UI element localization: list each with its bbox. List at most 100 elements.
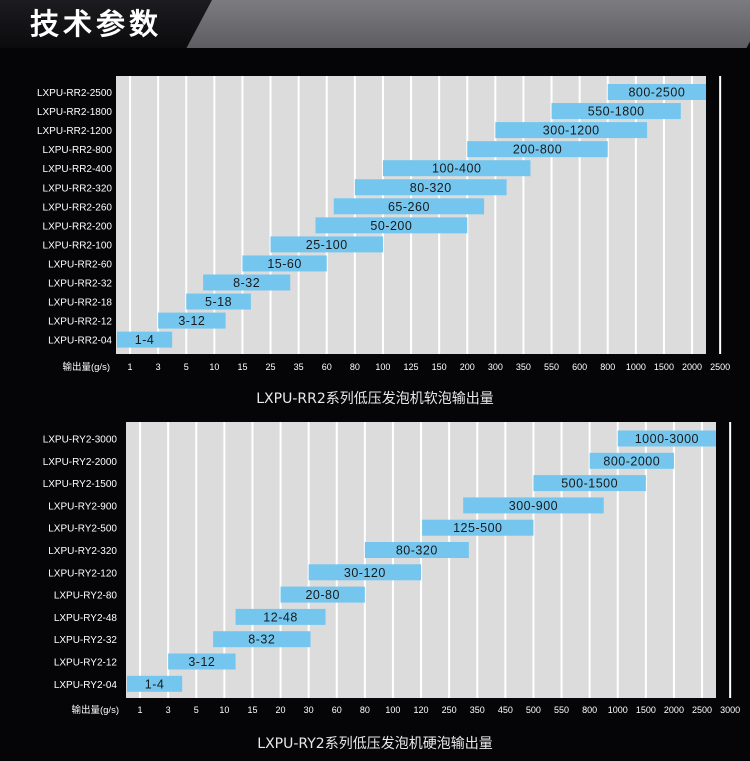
x-tick-label: 5 xyxy=(194,705,199,715)
x-tick-label: 80 xyxy=(350,362,360,372)
bar-value-label: 500-1500 xyxy=(561,477,618,491)
bar-value-label: 1000-3000 xyxy=(635,432,699,446)
range-bar xyxy=(270,236,383,253)
x-axis-label: 输出量(g/s) xyxy=(62,361,110,373)
x-tick-label: 300 xyxy=(488,362,503,372)
header-accent-stripe xyxy=(186,0,750,48)
bar-value-label: 1-4 xyxy=(135,333,155,347)
bar-value-label: 65-260 xyxy=(388,200,430,214)
range-bar xyxy=(127,675,183,692)
bar-value-label: 300-1200 xyxy=(543,124,600,138)
x-tick-label: 120 xyxy=(414,705,429,715)
category-label: LXPU-RR2-200 xyxy=(43,221,113,232)
bar-value-label: 80-320 xyxy=(396,544,438,558)
category-label: LXPU-RR2-1800 xyxy=(37,107,112,118)
bar-value-label: 50-200 xyxy=(370,219,412,233)
range-bar xyxy=(463,497,604,514)
bar-value-label: 800-2000 xyxy=(603,454,660,468)
x-tick-label: 60 xyxy=(322,362,332,372)
x-tick-label: 1000 xyxy=(626,362,646,372)
x-tick-label: 25 xyxy=(266,362,276,372)
range-bar xyxy=(186,293,251,310)
range-bar xyxy=(158,312,226,329)
x-tick-label: 350 xyxy=(470,705,485,715)
x-tick-label: 2500 xyxy=(710,362,730,372)
category-label: LXPU-RY2-48 xyxy=(54,613,118,624)
x-tick-label: 600 xyxy=(572,362,587,372)
x-tick-label: 35 xyxy=(294,362,304,372)
category-label: LXPU-RR2-100 xyxy=(43,240,113,251)
range-bar xyxy=(117,331,173,348)
range-bar xyxy=(315,217,468,234)
x-tick-label: 2500 xyxy=(692,705,712,715)
range-bar xyxy=(242,255,327,272)
x-tick-label: 1 xyxy=(128,362,133,372)
x-tick-label: 450 xyxy=(498,705,513,715)
x-tick-label: 550 xyxy=(554,705,569,715)
bar-value-label: 8-32 xyxy=(248,633,275,647)
x-tick-label: 3000 xyxy=(720,705,740,715)
ry2-output-chart: 1000-3000 LXPU-RY2-3000 800-2000 LXPU-RY2-2… xyxy=(43,422,740,716)
range-bar xyxy=(280,586,365,603)
x-tick-label: 2000 xyxy=(664,705,684,715)
category-label: LXPU-RR2-18 xyxy=(48,298,112,309)
x-tick-label: 100 xyxy=(385,705,400,715)
x-axis-label: 输出量(g/s) xyxy=(71,704,119,716)
range-bar xyxy=(333,198,485,215)
category-label: LXPU-RR2-2500 xyxy=(37,88,112,99)
category-label: LXPU-RR2-1200 xyxy=(37,126,112,137)
category-label: LXPU-RR2-12 xyxy=(48,317,112,328)
x-tick-label: 200 xyxy=(460,362,475,372)
bar-value-label: 30-120 xyxy=(344,566,386,580)
category-label: LXPU-RY2-2000 xyxy=(43,457,118,468)
category-label: LXPU-RY2-320 xyxy=(48,546,117,557)
x-tick-label: 250 xyxy=(442,705,457,715)
bar-value-label: 200-800 xyxy=(513,143,562,157)
x-tick-label: 125 xyxy=(404,362,419,372)
range-bar xyxy=(533,475,646,492)
category-label: LXPU-RY2-12 xyxy=(54,658,118,669)
category-label: LXPU-RR2-32 xyxy=(48,279,112,290)
bar-value-label: 125-500 xyxy=(453,521,502,535)
category-label: LXPU-RY2-900 xyxy=(48,501,117,512)
bar-value-label: 25-100 xyxy=(306,238,348,252)
ry2-chart-caption: LXPU-RY2系列低压发泡机硬泡输出量 xyxy=(257,736,493,752)
x-tick-label: 1500 xyxy=(654,362,674,372)
x-tick-label: 550 xyxy=(544,362,559,372)
x-tick-label: 10 xyxy=(209,362,219,372)
x-tick-label: 3 xyxy=(166,705,171,715)
bar-value-label: 800-2500 xyxy=(628,86,685,100)
x-tick-label: 3 xyxy=(156,362,161,372)
category-label: LXPU-RR2-320 xyxy=(43,183,113,194)
x-tick-label: 30 xyxy=(304,705,314,715)
x-tick-label: 800 xyxy=(600,362,615,372)
category-label: LXPU-RR2-800 xyxy=(43,145,113,156)
x-tick-label: 15 xyxy=(247,705,257,715)
rr2-output-chart: 800-2500 LXPU-RR2-2500 550-1800 LXPU-RR2-18… xyxy=(37,76,730,373)
range-bar xyxy=(382,160,531,177)
bar-value-label: 550-1800 xyxy=(588,105,645,119)
category-label: LXPU-RR2-260 xyxy=(43,202,113,213)
x-tick-label: 60 xyxy=(332,705,342,715)
x-tick-label: 800 xyxy=(582,705,597,715)
bar-value-label: 20-80 xyxy=(305,588,339,602)
category-label: LXPU-RY2-1500 xyxy=(43,479,118,490)
category-label: LXPU-RY2-32 xyxy=(54,635,118,646)
category-label: LXPU-RY2-80 xyxy=(54,591,118,602)
category-label: LXPU-RR2-400 xyxy=(43,164,113,175)
bar-value-label: 8-32 xyxy=(233,276,260,290)
x-tick-label: 80 xyxy=(360,705,370,715)
range-bar xyxy=(168,653,236,670)
category-label: LXPU-RR2-04 xyxy=(48,336,112,347)
x-tick-label: 15 xyxy=(237,362,247,372)
x-tick-label: 150 xyxy=(432,362,447,372)
bar-value-label: 300-900 xyxy=(509,499,558,513)
category-label: LXPU-RY2-04 xyxy=(54,680,118,691)
page-title: 技术参数 xyxy=(30,7,163,41)
x-tick-label: 5 xyxy=(184,362,189,372)
bar-value-label: 5-18 xyxy=(205,295,232,309)
bar-value-label: 12-48 xyxy=(263,610,297,624)
x-tick-label: 20 xyxy=(276,705,286,715)
range-bar xyxy=(422,519,534,536)
range-bar xyxy=(551,103,681,120)
